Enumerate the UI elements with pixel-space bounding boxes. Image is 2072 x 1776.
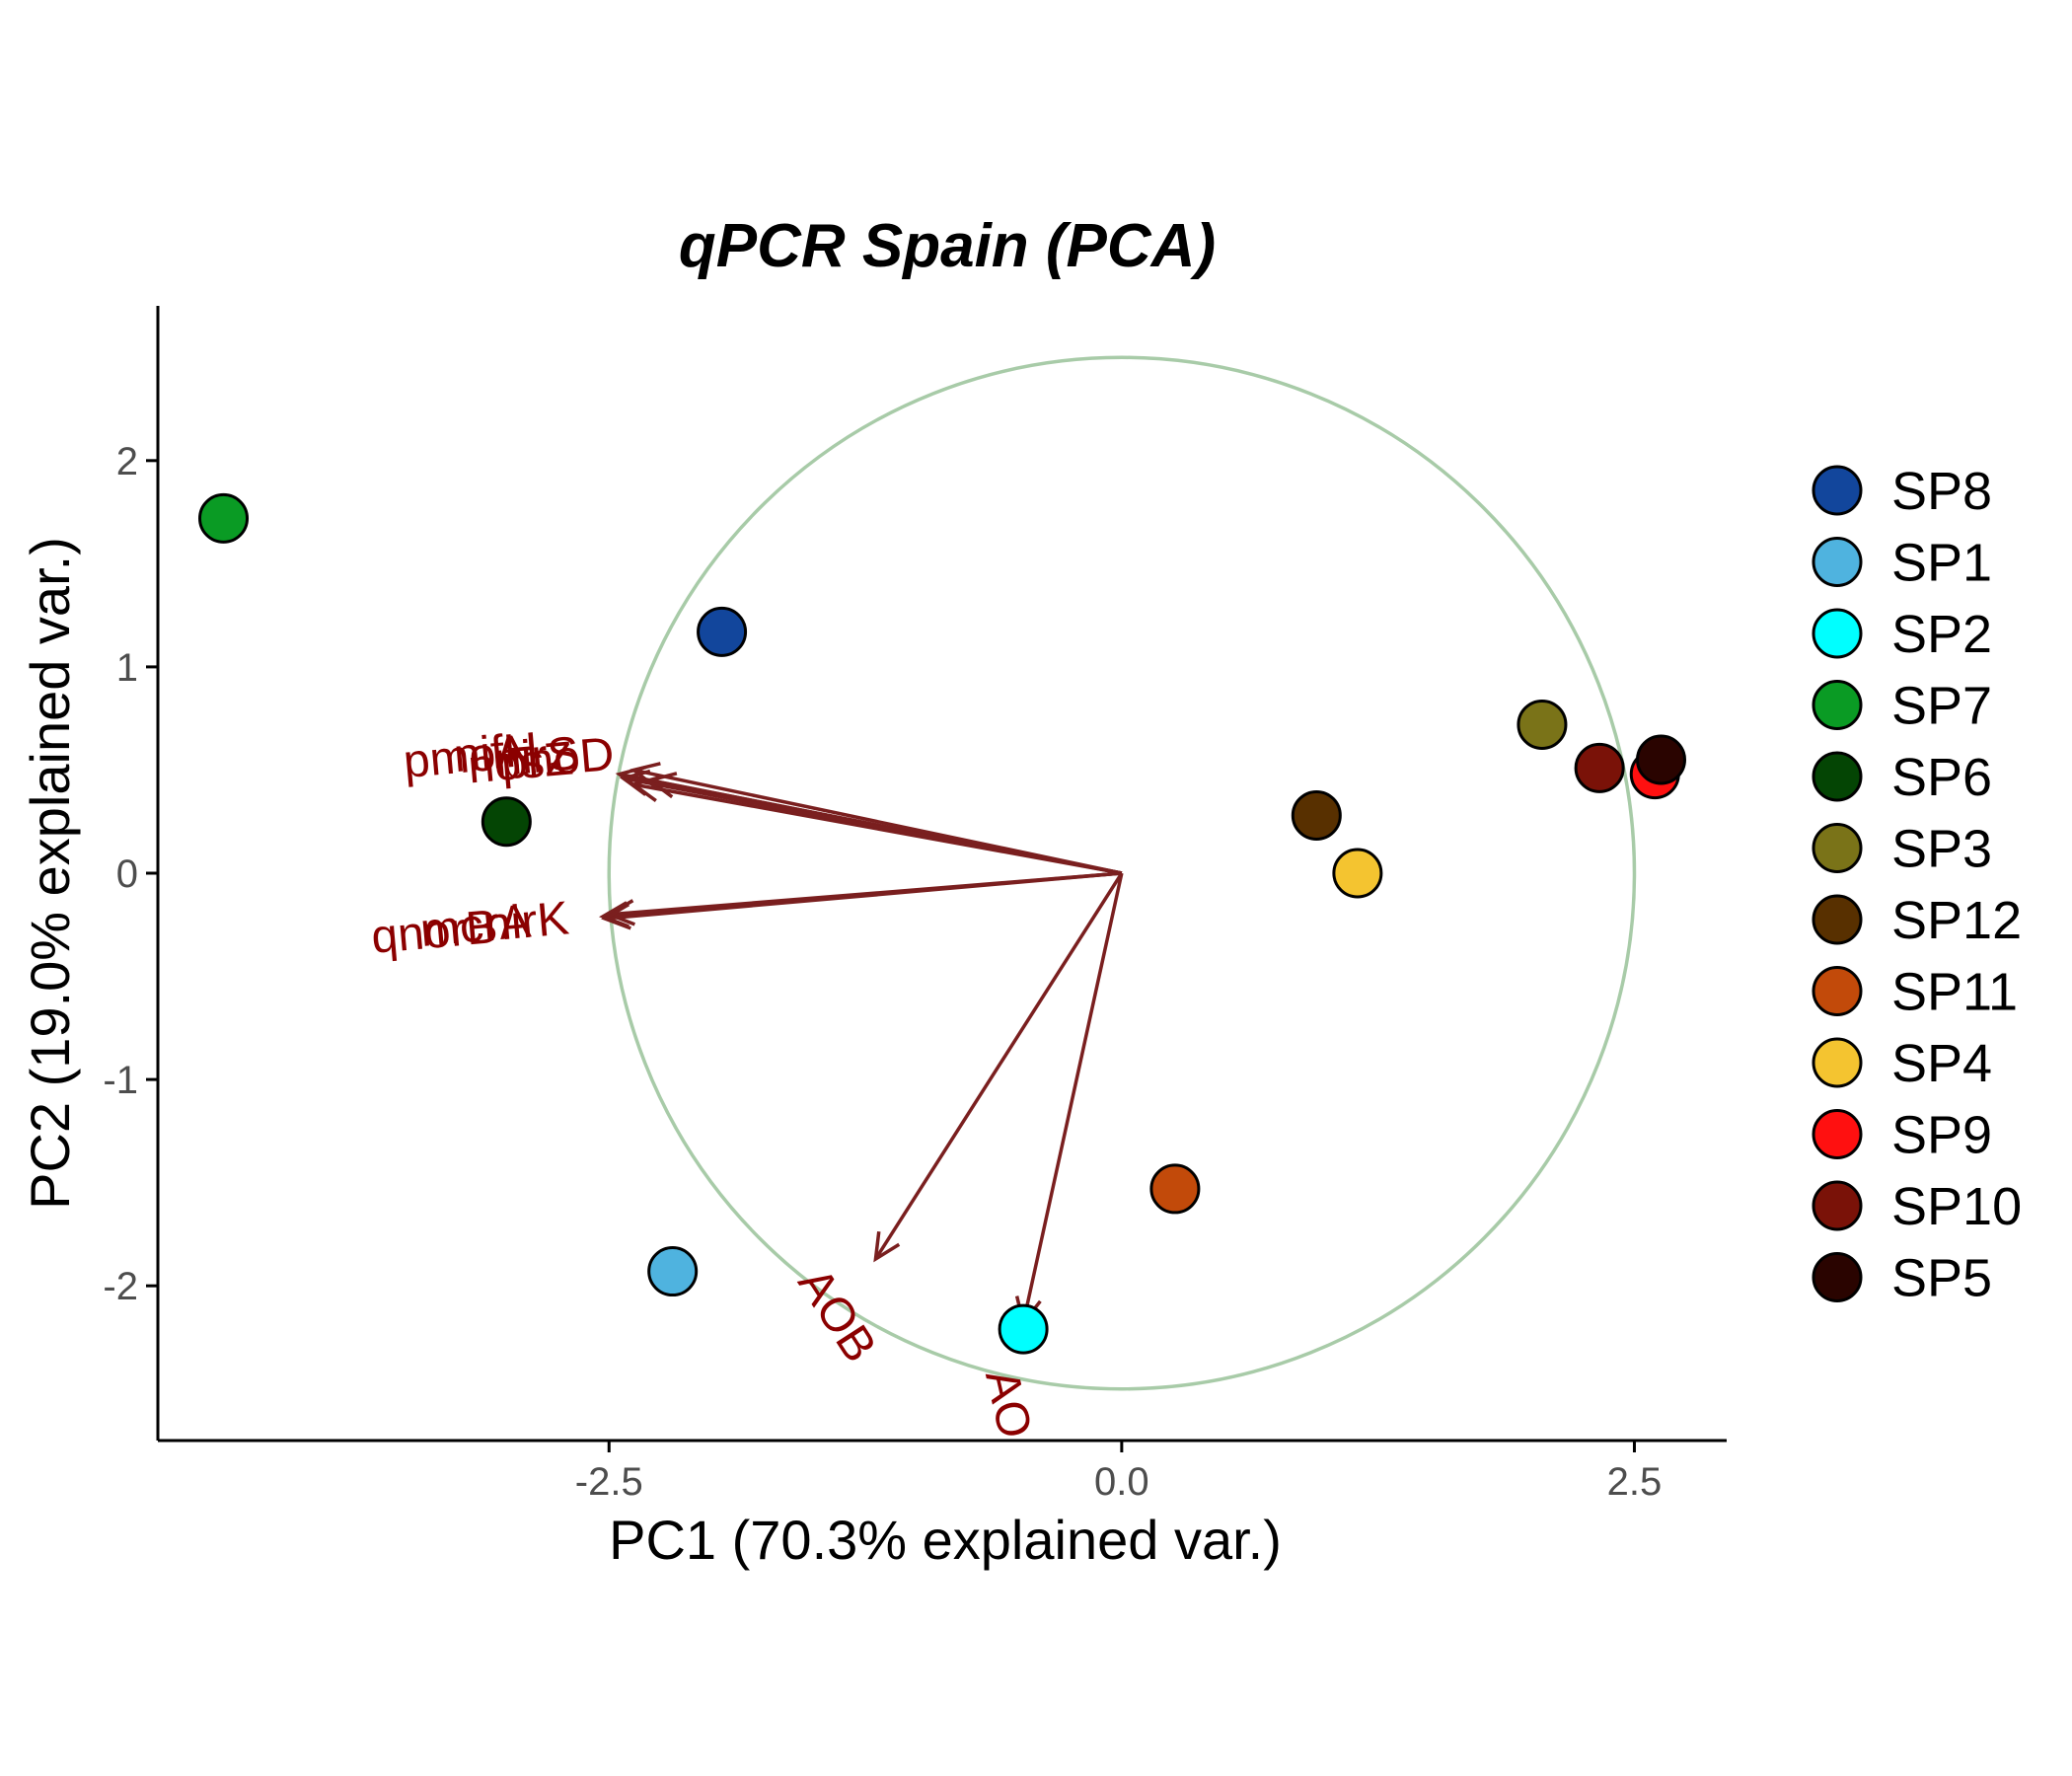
legend-swatch [1812, 1180, 1863, 1231]
legend-item-sp11: SP11 [1812, 963, 2018, 1022]
loading-label-nosz: nosZ [466, 732, 575, 793]
loading-label-nifh: nifH [452, 723, 541, 782]
loading-arrow-aob [873, 872, 1124, 1263]
x-tick-label: 0.0 [1094, 1460, 1149, 1504]
x-tick-label: 2.5 [1607, 1460, 1663, 1504]
point-sp3 [1517, 699, 1568, 750]
y-tick-label: 2 [116, 440, 138, 483]
y-tick-label: -2 [103, 1265, 138, 1308]
axes: -2.5 0.0 2.5 -2 -1 0 1 2 [103, 306, 1727, 1504]
legend-label: SP4 [1891, 1034, 1992, 1093]
loading-arrow-phod [629, 762, 1123, 875]
legend-label: SP2 [1891, 605, 1992, 664]
legend-label: SP9 [1891, 1106, 1992, 1165]
x-tick-label: -2.5 [575, 1460, 643, 1504]
legend-item-sp9: SP9 [1812, 1106, 1992, 1165]
legend-label: SP3 [1891, 820, 1992, 879]
legend-item-sp4: SP4 [1812, 1034, 1992, 1093]
point-sp12 [1291, 789, 1342, 841]
legend-item-sp12: SP12 [1812, 891, 2022, 950]
legend-swatch [1812, 608, 1863, 659]
legend-swatch [1812, 537, 1863, 587]
legend-swatch [1812, 966, 1863, 1016]
point-sp2 [998, 1303, 1049, 1355]
point-sp8 [697, 606, 748, 657]
legend-label: SP12 [1891, 891, 2022, 950]
point-sp6 [481, 796, 532, 848]
legend-swatch [1812, 894, 1863, 945]
loading-label-pmoa: pmoA [402, 725, 530, 788]
legend-label: SP5 [1891, 1249, 1992, 1308]
legend-label: SP6 [1891, 748, 1992, 807]
legend: SP8 SP1 SP2 SP7 SP6 SP3 SP12 SP11 SP4 SP9 SP10 SP5 [1812, 462, 2022, 1308]
x-axis-title: PC1 (70.3% explained var.) [609, 1509, 1282, 1571]
y-tick-label: -1 [103, 1059, 138, 1102]
point-sp7 [198, 492, 250, 544]
legend-item-sp6: SP6 [1812, 748, 1992, 807]
loading-label-nirs: nirS [492, 727, 581, 786]
loading-label-nirk: nirK [482, 892, 571, 951]
loading-label-mcra: mcrA [418, 895, 533, 957]
y-axis-title: PC2 (19.0% explained var.) [19, 537, 81, 1210]
legend-item-sp2: SP2 [1812, 605, 1992, 664]
legend-item-sp10: SP10 [1812, 1177, 2022, 1236]
legend-swatch [1812, 823, 1863, 873]
legend-swatch [1812, 1252, 1863, 1302]
loading-arrow-nirk [601, 871, 1123, 930]
loading-label-qnorb: qnorB [369, 901, 499, 964]
legend-label: SP1 [1891, 534, 1992, 593]
legend-item-sp7: SP7 [1812, 677, 1992, 736]
loading-arrow-aoa [1014, 872, 1124, 1327]
legend-label: SP11 [1891, 963, 2018, 1022]
y-tick-label: 1 [116, 646, 138, 690]
legend-swatch [1812, 465, 1863, 516]
correlation-circle [607, 355, 1637, 1391]
legend-swatch [1812, 1037, 1863, 1088]
point-sp5 [1635, 734, 1686, 785]
point-sp1 [647, 1246, 699, 1297]
loading-label-phod: phoD [499, 728, 617, 790]
legend-label: SP10 [1891, 1177, 2022, 1236]
point-sp4 [1332, 848, 1383, 899]
legend-item-sp3: SP3 [1812, 820, 1992, 879]
legend-item-sp1: SP1 [1812, 534, 1992, 593]
point-sp10 [1574, 742, 1625, 793]
legend-swatch [1812, 1109, 1863, 1159]
legend-swatch [1812, 751, 1863, 802]
legend-swatch [1812, 680, 1863, 730]
legend-label: SP8 [1891, 462, 1992, 521]
legend-item-sp5: SP5 [1812, 1249, 1992, 1308]
legend-item-sp8: SP8 [1812, 462, 1992, 521]
y-tick-label: 0 [116, 852, 138, 896]
chart-title: qPCR Spain (PCA) [679, 212, 1216, 280]
point-sp11 [1149, 1163, 1201, 1215]
legend-label: SP7 [1891, 677, 1992, 736]
